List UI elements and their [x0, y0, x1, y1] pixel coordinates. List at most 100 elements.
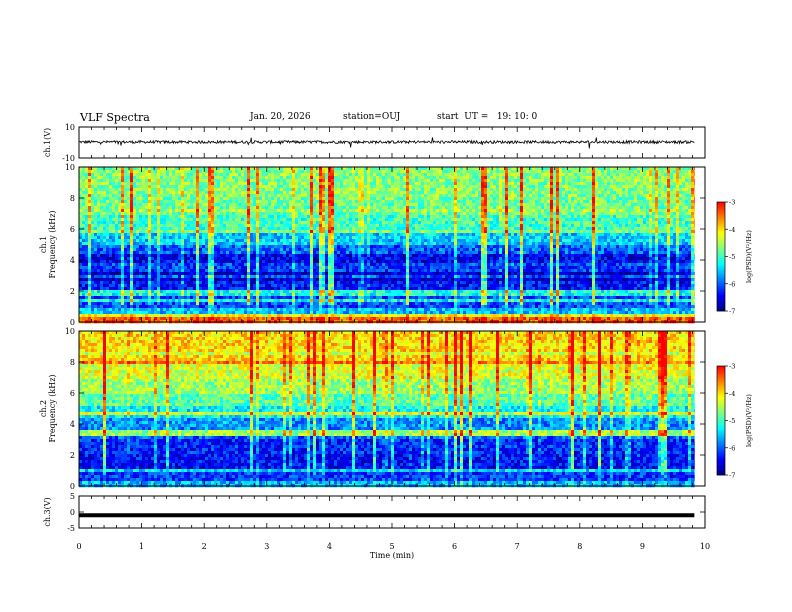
ch1-spec-cell: [292, 224, 296, 228]
ch1-spec-cell: [196, 224, 200, 228]
ch1-spec-cell: [151, 212, 155, 216]
ch1-spec-cell: [484, 197, 488, 201]
ch1-spec-cell: [358, 194, 362, 198]
ch1-spec-cell: [142, 173, 146, 177]
ch1-spec-cell: [604, 173, 608, 177]
ch1-spec-cell: [286, 179, 290, 183]
ch1-spec-cell: [310, 230, 314, 234]
ch1-spec-cell: [151, 230, 155, 234]
ch1-spec-cell: [97, 218, 101, 222]
ch1-spec-cell: [460, 215, 464, 219]
ch1-spec-cell: [673, 221, 677, 225]
ch1-spec-cell: [118, 206, 122, 210]
ch1-spec-cell: [661, 203, 665, 207]
ch1-spec-cell: [652, 194, 656, 198]
ch1-spec-cell: [604, 194, 608, 198]
ch1-spec-cell: [307, 236, 311, 240]
ch1-spec-cell: [505, 176, 509, 180]
ch1-spec-cell: [316, 236, 320, 240]
ch1-spec-cell: [529, 176, 533, 180]
ch1-spec-cell: [688, 224, 692, 228]
ch1-spec-cell: [496, 224, 500, 228]
ch1-spec-cell: [169, 191, 173, 195]
ch1-spec-cell: [415, 212, 419, 216]
ch1-spec-cell: [88, 203, 92, 207]
ch1-spec-cell: [478, 176, 482, 180]
ch1-spec-cell: [625, 185, 629, 189]
ch1-spec-cell: [643, 185, 647, 189]
ch1-spec-cell: [649, 227, 653, 231]
ch1-spec-cell: [694, 173, 695, 177]
ch1-spec-cell: [559, 218, 563, 222]
ch1-spec-cell: [457, 167, 461, 171]
ch1-spec-cell: [424, 218, 428, 222]
ch1-spec-cell: [367, 233, 371, 237]
ch1-spec-cell: [550, 185, 554, 189]
ch1-spec-cell: [454, 209, 458, 213]
ch1-spec-cell: [616, 197, 620, 201]
ch1-spec-cell: [160, 209, 164, 213]
ch1-spec-cell: [664, 233, 668, 237]
ch1-spec-cell: [541, 188, 545, 192]
ch1-spec-cell: [478, 203, 482, 207]
ch1-spec-cell: [538, 227, 542, 231]
ch1-spec-cell: [457, 170, 461, 174]
ch1-spec-cell: [472, 221, 476, 225]
ch1-spec-cell: [640, 212, 644, 216]
ch1-spec-cell: [151, 191, 155, 195]
ch1-spec-cell: [319, 200, 323, 204]
ch1-spec-cell: [634, 170, 638, 174]
ch1-spec-cell: [454, 194, 458, 198]
ch1-spec-cell: [259, 191, 263, 195]
ch1-spec-cell: [316, 170, 320, 174]
ch1-spec-cell: [382, 176, 386, 180]
ch1-spec-cell: [400, 212, 404, 216]
ch1-spec-cell: [94, 233, 98, 237]
ch1-spec-cell: [418, 170, 422, 174]
ch1-spec-cell: [178, 233, 182, 237]
ch1-spec-cell: [568, 185, 572, 189]
ch1-spec-cell: [460, 191, 464, 195]
ch1-spec-cell: [607, 170, 611, 174]
ch1-spec-cell: [565, 179, 569, 183]
ch1-spec-cell: [166, 224, 170, 228]
ch1-spec-cell: [310, 176, 314, 180]
ch1-spec-cell: [511, 170, 515, 174]
ch1-spec-cell: [145, 215, 149, 219]
ch1-spec-cell: [157, 227, 161, 231]
ch1-spec-cell: [481, 182, 485, 186]
ch1-spec-cell: [163, 227, 167, 231]
ch1-spec-cell: [157, 212, 161, 216]
ch1-spec-cell: [529, 233, 533, 237]
ch1-spec-cell: [679, 185, 683, 189]
ch1-spec-cell: [394, 221, 398, 225]
ch1-spec-cell: [496, 191, 500, 195]
ch1-spec-cell: [676, 173, 680, 177]
ch1-spec-cell: [547, 227, 551, 231]
ch1-spec-cell: [283, 203, 287, 207]
ch1-spec-cell: [565, 212, 569, 216]
ch1-spec-cell: [457, 194, 461, 198]
ch1-spec-cell: [289, 233, 293, 237]
ch1-spec-cell: [133, 185, 137, 189]
ch1-spec-cell: [646, 224, 650, 228]
ch1-spec-cell: [112, 230, 116, 234]
ch1-spec-cell: [253, 230, 257, 234]
ch1-spec-cell: [199, 197, 203, 201]
ch1-spec-cell: [481, 212, 485, 216]
ch1-spec-cell: [118, 224, 122, 228]
ch1-spec-cell: [196, 176, 200, 180]
ch1-spec-cell: [682, 215, 686, 219]
ch1-spec-cell: [202, 179, 206, 183]
ch1-spec-cell: [247, 221, 251, 225]
ch1-spec-cell: [529, 212, 533, 216]
ch1-spec-cell: [415, 224, 419, 228]
ch1-spec-cell: [286, 182, 290, 186]
ch1-spec-cell: [196, 197, 200, 201]
ch1-spec-cell: [436, 197, 440, 201]
ch1-spec-cell: [556, 215, 560, 219]
ch1-spec-cell: [256, 200, 260, 204]
ch1-spec-cell: [235, 167, 239, 171]
ch1-spec-cell: [370, 182, 374, 186]
ch1-spec-cell: [427, 188, 431, 192]
